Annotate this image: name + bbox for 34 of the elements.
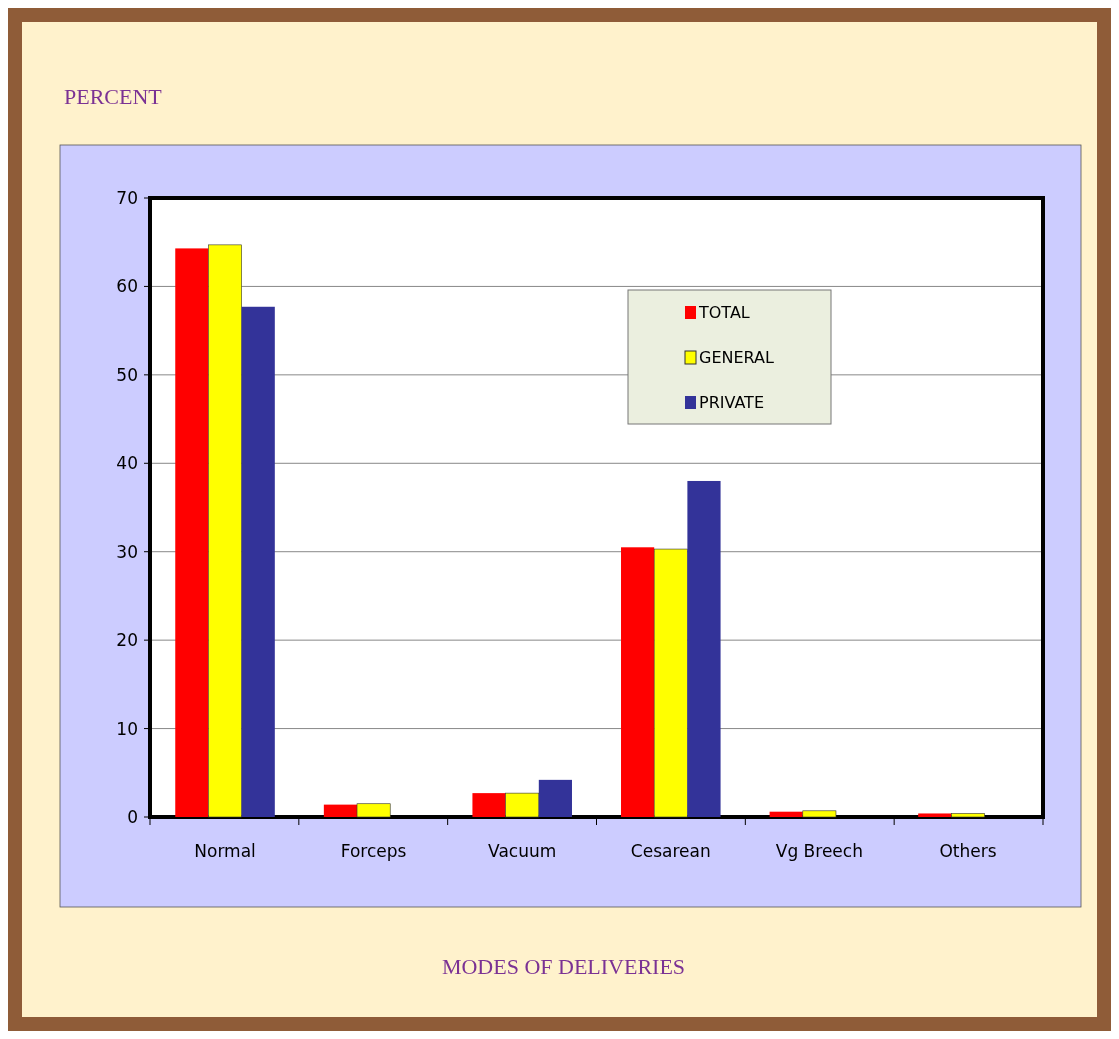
legend-label: PRIVATE [699,392,764,412]
x-tick-label: Cesarean [630,841,711,861]
bar [208,244,242,818]
bar [802,810,837,818]
y-tick-label: 20 [116,630,138,651]
bar [505,792,540,818]
bar [918,813,952,817]
y-tick-label: 30 [116,541,138,562]
y-tick-label: 60 [116,276,138,297]
bar [538,779,572,817]
legend-label: GENERAL [699,347,774,367]
x-tick-label: Vg Breech [775,841,863,861]
bar [241,306,275,817]
bar [356,803,391,818]
y-tick-label: 10 [116,718,138,739]
y-tick-label: 40 [116,453,138,474]
x-tick-label: Others [939,841,997,861]
bar [769,811,803,817]
bar [323,804,358,817]
y-tick-label: 0 [127,806,138,827]
bar [472,793,506,817]
x-tick-label: Forceps [340,841,407,861]
x-tick-label: Vacuum [488,841,557,861]
bar [653,548,688,818]
bar [951,813,985,818]
legend-label: TOTAL [698,302,750,322]
x-tick-label: Normal [194,841,256,861]
bar [175,248,209,817]
y-tick-label: 50 [116,364,138,385]
y-axis-title: PERCENT [64,84,163,109]
x-axis-title: MODES OF DELIVERIES [441,954,686,979]
y-tick-label: 70 [116,187,138,208]
bar [621,547,655,817]
bar [687,480,721,817]
